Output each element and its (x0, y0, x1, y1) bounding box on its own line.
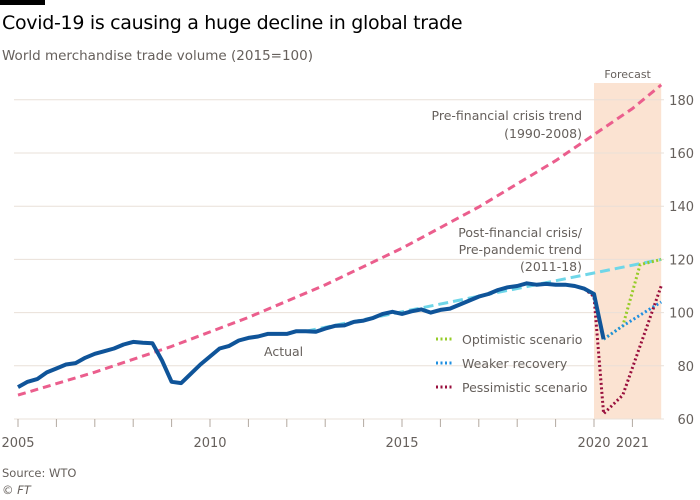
x-tick-label: 2020 (577, 436, 610, 451)
post-trend-annotation: Pre-pandemic trend (459, 242, 582, 257)
legend-pessimistic-label: Pessimistic scenario (462, 380, 588, 395)
chart-title: Covid-19 is causing a huge decline in gl… (2, 12, 463, 34)
actual-line (17, 281, 606, 389)
x-tick-label: 2005 (1, 436, 34, 451)
weaker-recovery-line (602, 300, 662, 341)
chart-subtitle: World merchandise trade volume (2015=100… (2, 48, 314, 64)
y-tick-label: 60 (677, 413, 694, 428)
y-tick-label: 120 (669, 253, 694, 268)
y-tick-label: 160 (669, 147, 694, 162)
pre-trend-annotation: (1990-2008) (504, 126, 582, 141)
copyright: © FT (2, 483, 31, 497)
y-tick-label: 100 (669, 307, 694, 322)
header-bar (0, 0, 45, 5)
y-tick-label: 180 (669, 94, 694, 109)
pessimistic-scenario-line (583, 285, 663, 416)
post-trend-annotation: (2011-18) (520, 259, 582, 274)
forecast-label: Forecast (604, 68, 651, 81)
actual-annotation: Actual (264, 344, 303, 359)
optimistic-scenario-line (602, 257, 662, 341)
legend-optimistic-label: Optimistic scenario (462, 332, 582, 347)
source-note: Source: WTO (2, 466, 77, 480)
pre-trend-annotation: Pre-financial crisis trend (432, 108, 582, 123)
y-tick-label: 140 (669, 200, 694, 215)
x-tick-label: 2015 (385, 436, 418, 451)
x-tick-label: 2021 (616, 436, 649, 451)
pre-crisis-trend-line (17, 83, 663, 397)
forecast-band (594, 83, 662, 419)
post-trend-annotation: Post-financial crisis/ (458, 225, 582, 240)
x-tick-label: 2010 (193, 436, 226, 451)
legend-weaker-label: Weaker recovery (462, 356, 568, 371)
y-tick-label: 80 (677, 360, 694, 375)
